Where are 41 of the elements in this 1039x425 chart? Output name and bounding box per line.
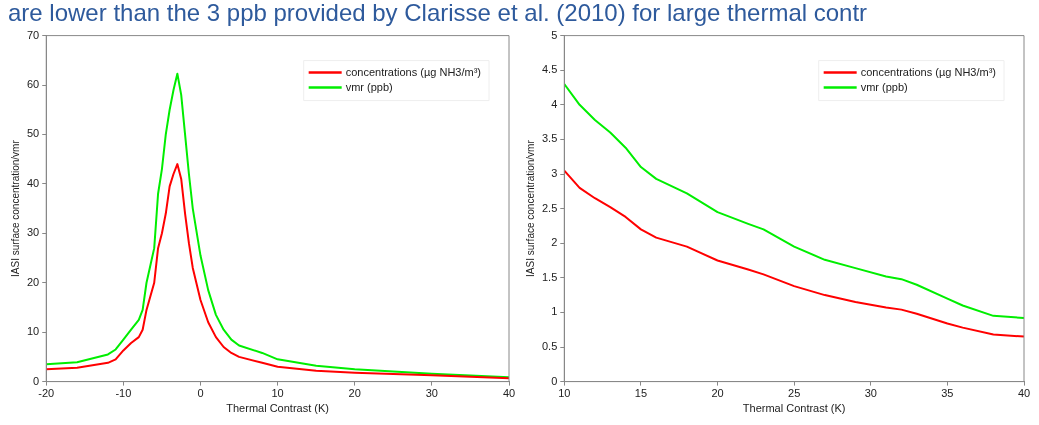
chart-title: are lower than the 3 ppb provided by Clarisse et al. (2010) for large thermal contr	[8, 0, 869, 26]
y-tick-label: 0	[551, 374, 558, 387]
y-axis-title: IASI surface concentration/vmr	[524, 139, 536, 277]
y-tick-label: 40	[26, 176, 40, 189]
x-tick-label: 0	[197, 387, 204, 400]
y-tick-label: 1	[551, 305, 558, 318]
x-tick-label: 35	[941, 387, 954, 400]
y-tick-label: 2.5	[541, 201, 558, 214]
x-tick-label: 20	[348, 387, 361, 400]
y-tick-label: 3	[551, 167, 558, 180]
y-tick-label: 60	[26, 78, 40, 91]
x-axis-title: Thermal Contrast (K)	[226, 402, 329, 415]
y-tick-label: 1.5	[541, 270, 558, 283]
y-tick-label: 10	[26, 325, 40, 338]
x-axis-title: Thermal Contrast (K)	[742, 402, 846, 415]
y-tick-label: 0	[33, 374, 40, 387]
x-tick-label: 30	[425, 387, 438, 400]
y-tick-label: 20	[26, 275, 40, 288]
y-axis-title: IASI surface concentration/vmr	[9, 139, 21, 277]
y-tick-label: 5	[551, 28, 558, 41]
legend-label: concentrations (µg NH3/m³)	[345, 65, 481, 78]
y-tick-label: 0.5	[541, 340, 558, 353]
legend-label: vmr (ppb)	[860, 80, 908, 93]
y-tick-label: 4	[551, 97, 558, 110]
x-tick-label: 15	[634, 387, 648, 400]
x-tick-label: 30	[864, 387, 877, 400]
legend-label: concentrations (µg NH3/m³)	[860, 65, 996, 78]
y-tick-label: 30	[26, 226, 40, 239]
legend-label: vmr (ppb)	[345, 80, 393, 93]
x-tick-label: 25	[788, 387, 801, 400]
y-tick-label: 2	[551, 236, 558, 249]
y-tick-label: 50	[26, 127, 40, 140]
x-tick-label: 20	[711, 387, 724, 400]
x-tick-label: 40	[1017, 387, 1031, 400]
x-tick-label: 10	[271, 387, 284, 400]
y-tick-label: 3.5	[541, 132, 558, 145]
x-tick-label: -10	[115, 387, 132, 400]
y-tick-label: 70	[26, 28, 40, 41]
x-tick-label: -20	[38, 387, 55, 400]
x-tick-label: 40	[502, 387, 516, 400]
y-tick-label: 4.5	[541, 63, 558, 76]
